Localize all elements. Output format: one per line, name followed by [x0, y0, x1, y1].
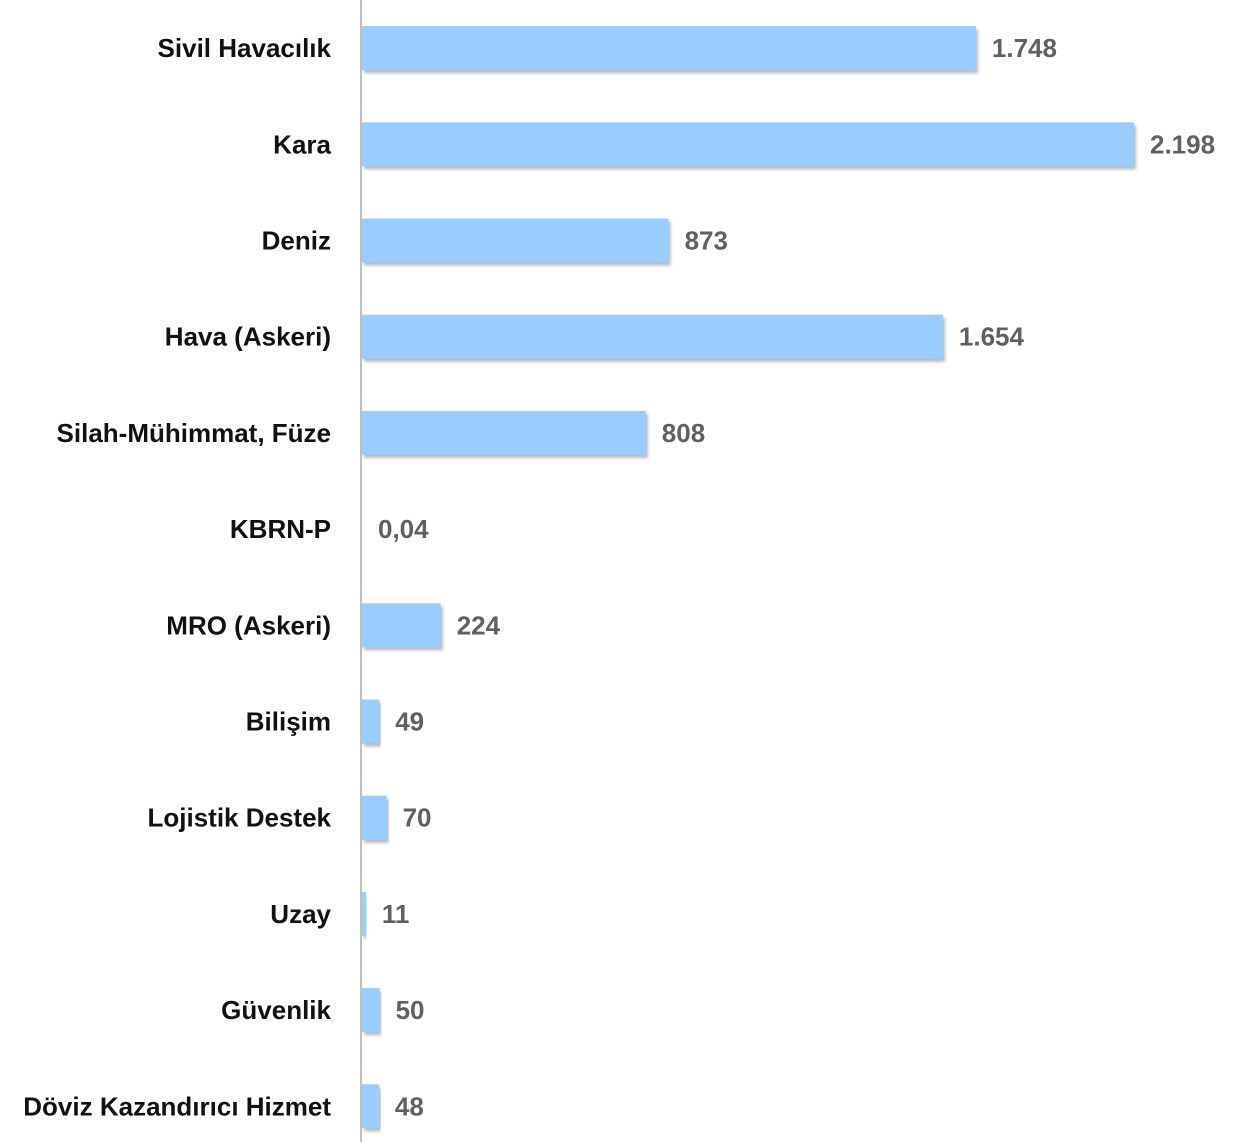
- category-label: Hava (Askeri): [165, 322, 331, 352]
- labels-layer: Sivil Havacılık 1.748 Kara 2.198 Deniz 873 Hav…: [23, 33, 1215, 1121]
- category-label: MRO (Askeri): [166, 610, 331, 640]
- value-label: 1.654: [959, 322, 1025, 352]
- value-label: 1.748: [992, 33, 1057, 63]
- category-label: Deniz: [262, 226, 331, 256]
- value-label: 0,04: [378, 514, 429, 544]
- category-label: Güvenlik: [221, 995, 331, 1025]
- value-label: 11: [382, 899, 410, 929]
- bar: [362, 314, 943, 359]
- value-label: 808: [662, 418, 705, 448]
- category-label: Bilişim: [246, 707, 331, 737]
- bar: [362, 1084, 379, 1129]
- value-label: 50: [396, 995, 425, 1025]
- value-label: 49: [395, 707, 424, 737]
- category-label: Kara: [273, 129, 331, 159]
- bar: [362, 891, 366, 936]
- bar: [362, 699, 380, 744]
- value-label: 873: [685, 226, 728, 256]
- bar: [362, 122, 1134, 167]
- bar: [362, 218, 669, 263]
- category-label: Silah-Mühimmat, Füze: [57, 418, 331, 448]
- category-label: KBRN-P: [230, 514, 331, 544]
- value-label: 70: [403, 803, 432, 833]
- category-label: Döviz Kazandırıcı Hizmet: [23, 1091, 331, 1121]
- category-label: Uzay: [270, 899, 331, 929]
- bar: [362, 988, 380, 1033]
- bar: [362, 26, 976, 71]
- bars-layer: [362, 26, 1134, 1129]
- bar: [362, 410, 646, 455]
- category-label: Sivil Havacılık: [158, 33, 332, 63]
- category-label: Lojistik Destek: [147, 803, 331, 833]
- bar: [362, 603, 441, 648]
- value-label: 48: [395, 1091, 424, 1121]
- value-label: 224: [457, 610, 501, 640]
- bar: [362, 795, 387, 840]
- value-label: 2.198: [1150, 129, 1215, 159]
